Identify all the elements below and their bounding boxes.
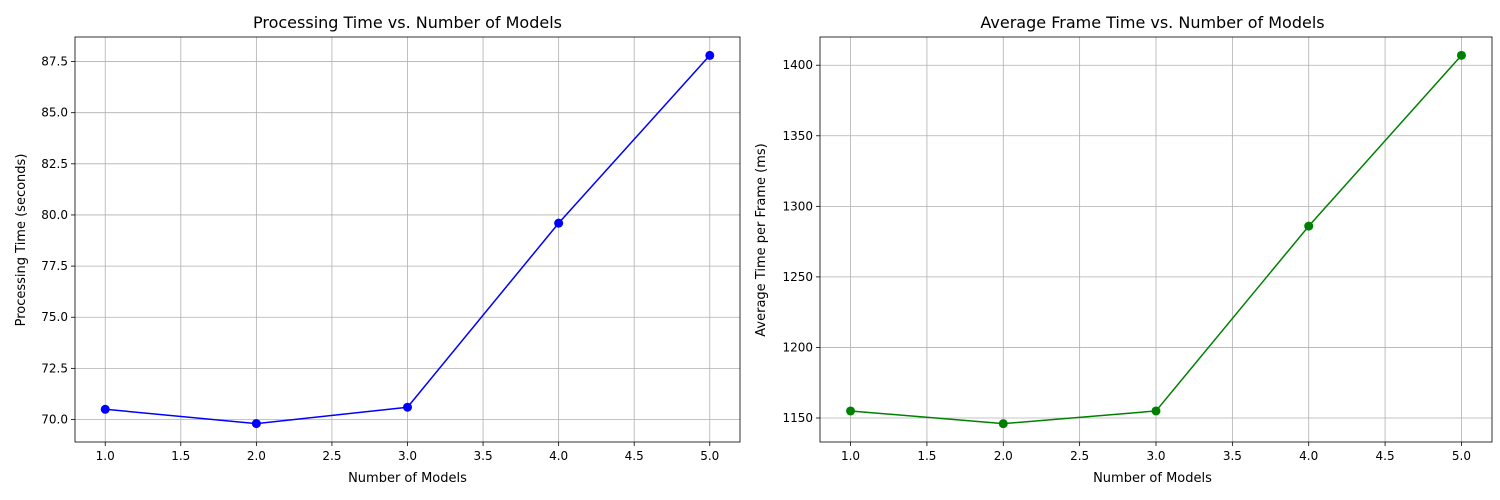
data-point <box>998 419 1008 429</box>
x-tick-label: 3.5 <box>474 449 493 463</box>
plot-area-frame <box>819 36 1493 443</box>
data-point <box>554 218 564 228</box>
x-axis-label: Number of Models <box>348 471 467 486</box>
x-tick-label: 1.0 <box>96 449 115 463</box>
data-point <box>100 404 110 414</box>
chart-title: Average Frame Time vs. Number of Models <box>980 13 1324 32</box>
x-tick-label: 4.0 <box>549 449 568 463</box>
y-tick-label: 1350 <box>782 129 813 143</box>
x-tick-label: 3.5 <box>1223 449 1242 463</box>
processing-time-chart: Processing Time vs. Number of Models Num… <box>14 13 741 486</box>
x-tick-label: 1.0 <box>841 449 860 463</box>
x-tick-label: 3.0 <box>398 449 417 463</box>
grid-lines <box>75 37 740 442</box>
plot-area-frame <box>74 36 741 443</box>
data-point <box>403 402 412 412</box>
x-tick-label: 3.0 <box>1146 449 1165 463</box>
series <box>846 50 1466 429</box>
x-tick-label: 2.0 <box>994 449 1013 463</box>
y-tick-label: 75.0 <box>41 310 68 324</box>
y-tick-label: 72.5 <box>41 361 68 375</box>
y-axis-label: Processing Time (seconds) <box>14 154 29 327</box>
y-tick-label: 70.0 <box>41 413 68 427</box>
grid-lines <box>820 37 1492 442</box>
data-point <box>1151 406 1161 416</box>
x-tick-label: 4.5 <box>1376 449 1395 463</box>
y-tick-label: 85.0 <box>41 106 68 120</box>
x-tick-label: 5.0 <box>700 449 719 463</box>
x-tick-label: 2.5 <box>322 449 341 463</box>
y-tick-label: 1300 <box>782 199 813 213</box>
tick-labels: 1.0 1.5 2.0 2.5 3.0 3.5 4.0 4.5 5.0 70.0 72.5 75.0 7… <box>41 55 719 463</box>
x-tick-label: 4.0 <box>1299 449 1318 463</box>
data-point <box>1304 221 1314 231</box>
x-tick-label: 4.5 <box>625 449 644 463</box>
x-tick-label: 2.5 <box>1070 449 1089 463</box>
y-tick-label: 1200 <box>782 340 813 354</box>
average-frame-time-chart: Average Frame Time vs. Number of Models … <box>754 13 1493 486</box>
x-axis-label: Number of Models <box>1093 471 1212 486</box>
data-point <box>251 419 261 429</box>
data-point <box>1456 50 1466 60</box>
data-point <box>705 50 715 60</box>
y-tick-label: 82.5 <box>41 157 68 171</box>
x-tick-label: 2.0 <box>247 449 266 463</box>
y-tick-label: 87.5 <box>41 55 68 69</box>
x-tick-label: 1.5 <box>917 449 936 463</box>
y-tick-label: 80.0 <box>41 208 68 222</box>
y-tick-label: 77.5 <box>41 259 68 273</box>
y-axis-label: Average Time per Frame (ms) <box>754 143 769 336</box>
chart-title: Processing Time vs. Number of Models <box>253 13 562 32</box>
x-tick-label: 1.5 <box>171 449 190 463</box>
data-point <box>846 406 856 416</box>
y-tick-label: 1150 <box>782 411 813 425</box>
y-tick-label: 1400 <box>782 58 813 72</box>
x-tick-label: 5.0 <box>1452 449 1471 463</box>
tick-labels: 1.0 1.5 2.0 2.5 3.0 3.5 4.0 4.5 5.0 1150 1200 1250 1… <box>782 58 1471 463</box>
series <box>100 50 715 429</box>
y-tick-label: 1250 <box>782 270 813 284</box>
